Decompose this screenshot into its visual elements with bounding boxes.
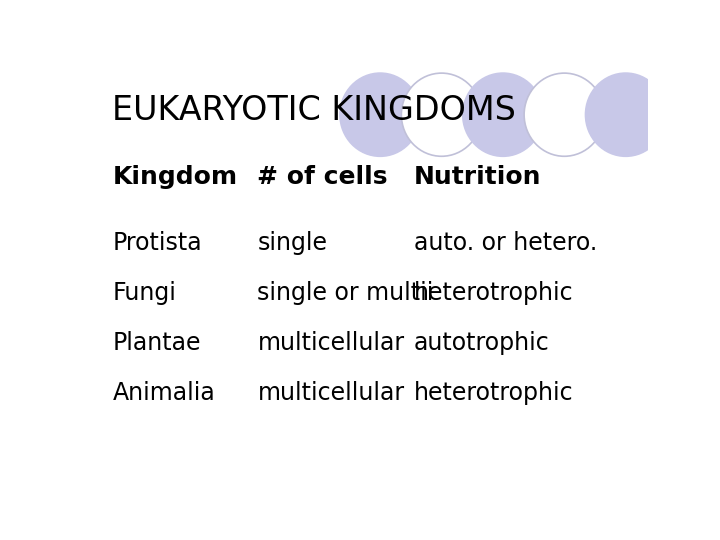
Ellipse shape	[340, 73, 420, 156]
Text: Plantae: Plantae	[112, 331, 201, 355]
Text: Animalia: Animalia	[112, 381, 215, 405]
Text: Kingdom: Kingdom	[112, 165, 238, 188]
Ellipse shape	[524, 73, 605, 156]
Text: # of cells: # of cells	[258, 165, 388, 188]
Text: heterotrophic: heterotrophic	[413, 281, 573, 305]
Ellipse shape	[585, 73, 666, 156]
Text: auto. or hetero.: auto. or hetero.	[413, 231, 597, 255]
Ellipse shape	[463, 73, 543, 156]
Text: multicellular: multicellular	[258, 381, 405, 405]
Text: single or multii: single or multii	[258, 281, 433, 305]
Ellipse shape	[401, 73, 482, 156]
Text: EUKARYOTIC KINGDOMS: EUKARYOTIC KINGDOMS	[112, 94, 516, 127]
Text: Fungi: Fungi	[112, 281, 176, 305]
Text: single: single	[258, 231, 328, 255]
Text: heterotrophic: heterotrophic	[413, 381, 573, 405]
Text: multicellular: multicellular	[258, 331, 405, 355]
Text: Nutrition: Nutrition	[413, 165, 541, 188]
Text: autotrophic: autotrophic	[413, 331, 549, 355]
Text: Protista: Protista	[112, 231, 202, 255]
